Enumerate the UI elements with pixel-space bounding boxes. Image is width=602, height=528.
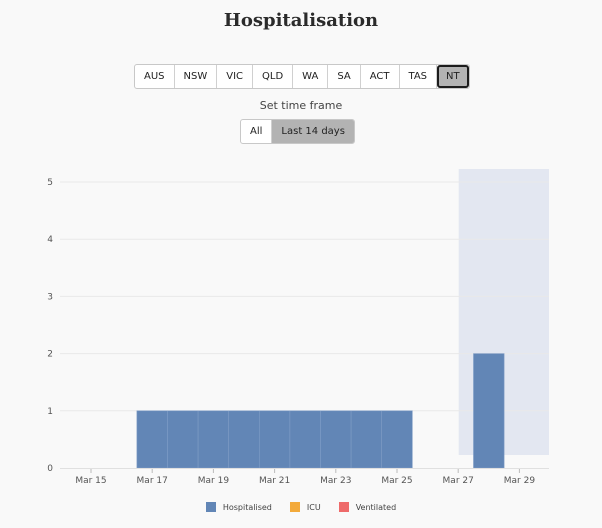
legend-item-hospitalised[interactable]: Hospitalised [205,502,272,512]
y-tick-label: 2 [47,350,53,360]
legend-item-icu[interactable]: ICU [289,502,321,512]
bar-hospitalised [258,410,291,469]
y-tick-label: 1 [47,407,53,417]
region-tab-aus[interactable]: AUS [135,65,175,88]
y-tick-label: 4 [47,235,53,245]
time-frame-all-button[interactable]: All [250,126,263,137]
legend-swatch-icu [289,502,300,512]
legend-item-ventilated[interactable]: Ventilated [338,502,397,512]
bar-hospitalised [136,410,168,469]
x-tick-label: Mar 21 [259,476,290,486]
time-frame-last-14-days-button[interactable]: Last 14 days [271,120,354,143]
time-frame-label: Set time frame [259,99,343,112]
legend-label-hospitalised: Hospitalised [222,502,272,512]
bar-hospitalised [197,410,230,469]
time-frame-toggle: All Last 14 days [240,119,355,144]
x-tick-label: Mar 17 [137,476,168,486]
chart-legend: Hospitalised ICU Ventilated [0,502,602,512]
x-tick-label: Mar 19 [198,476,230,486]
x-tick-label: Mar 25 [381,476,412,486]
bar-hospitalised [167,410,199,469]
y-tick-label: 3 [47,292,53,302]
chart-title: Hospitalisation [223,10,379,31]
region-tab-nt[interactable]: NT [437,65,469,88]
bar-hospitalised [350,410,383,469]
y-tick-label: 5 [47,178,53,188]
region-tab-vic[interactable]: VIC [217,65,254,88]
legend-swatch-ventilated [338,502,349,512]
bar-hospitalised [381,410,413,469]
x-tick-label: Mar 23 [320,476,351,486]
legend-label-icu: ICU [306,502,321,512]
legend-swatch-hospitalised [205,502,216,512]
x-tick-label: Mar 29 [504,476,536,486]
region-tab-tas[interactable]: TAS [400,65,438,88]
hospitalisation-chart: 0 1 2 3 4 5 Mar 15 Mar 17 Mar 19 Mar 21 Mar 23 Mar … [47,169,549,486]
region-tab-qld[interactable]: QLD [253,65,294,88]
bar-hospitalised [228,410,260,469]
region-tab-sa[interactable]: SA [328,65,361,88]
region-selector: AUS NSW VIC QLD WA SA ACT TAS NT [134,64,470,89]
legend-label-ventilated: Ventilated [355,502,397,512]
bar-hospitalised [289,410,321,469]
y-tick-label: 0 [47,464,53,474]
region-tab-wa[interactable]: WA [293,65,329,88]
x-tick-label: Mar 15 [75,476,106,486]
bar-hospitalised [320,410,352,469]
x-tick-label: Mar 27 [443,476,474,486]
region-tab-act[interactable]: ACT [361,65,400,88]
region-tab-nsw[interactable]: NSW [175,65,218,88]
bar-hospitalised [473,353,505,469]
